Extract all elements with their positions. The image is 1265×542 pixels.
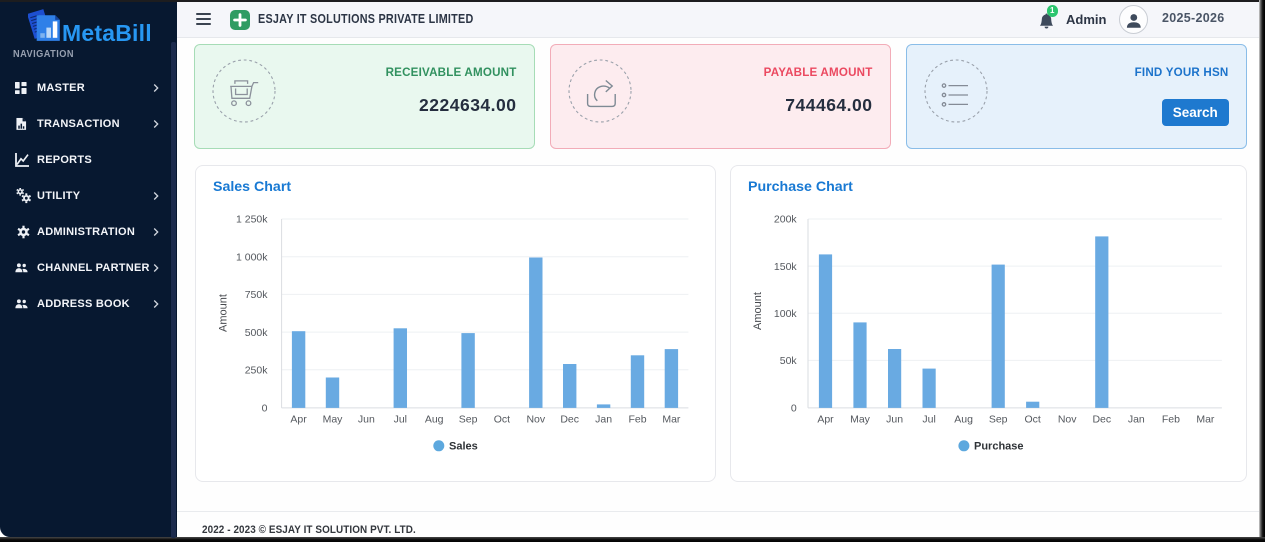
svg-text:Apr: Apr: [290, 414, 307, 426]
svg-text:500k: 500k: [245, 327, 269, 339]
svg-text:Jan: Jan: [595, 414, 612, 426]
svg-text:Oct: Oct: [494, 414, 510, 426]
svg-text:Jul: Jul: [394, 414, 407, 426]
svg-text:Amount: Amount: [218, 294, 230, 332]
svg-text:Feb: Feb: [628, 414, 646, 426]
svg-text:Amount: Amount: [752, 292, 764, 330]
svg-text:750k: 750k: [245, 289, 269, 301]
svg-text:Aug: Aug: [954, 414, 973, 426]
svg-text:May: May: [323, 414, 344, 426]
svg-text:Apr: Apr: [817, 414, 834, 426]
svg-text:1 000k: 1 000k: [236, 251, 268, 263]
svg-text:250k: 250k: [245, 365, 269, 377]
svg-text:Jan: Jan: [1128, 414, 1145, 426]
svg-text:Jun: Jun: [358, 414, 375, 426]
svg-text:Oct: Oct: [1025, 414, 1041, 426]
svg-text:Dec: Dec: [1092, 414, 1111, 426]
svg-text:Mar: Mar: [1196, 414, 1215, 426]
svg-text:Jul: Jul: [922, 414, 935, 426]
svg-text:May: May: [850, 414, 871, 426]
svg-text:Sep: Sep: [459, 414, 478, 426]
svg-text:Mar: Mar: [662, 414, 681, 426]
svg-text:100k: 100k: [774, 308, 798, 320]
svg-text:Feb: Feb: [1162, 414, 1180, 426]
svg-text:0: 0: [791, 403, 797, 415]
svg-text:200k: 200k: [774, 214, 798, 226]
svg-text:Aug: Aug: [425, 414, 444, 426]
svg-text:Sep: Sep: [989, 414, 1008, 426]
svg-text:Nov: Nov: [526, 414, 545, 426]
svg-text:Dec: Dec: [560, 414, 579, 426]
svg-text:50k: 50k: [780, 355, 798, 367]
svg-text:1 250k: 1 250k: [236, 214, 268, 226]
svg-text:Jun: Jun: [886, 414, 903, 426]
svg-text:150k: 150k: [774, 261, 798, 273]
svg-text:0: 0: [262, 403, 268, 415]
svg-text:Purchase: Purchase: [974, 441, 1024, 453]
svg-text:Nov: Nov: [1058, 414, 1077, 426]
svg-text:Sales: Sales: [449, 441, 478, 453]
